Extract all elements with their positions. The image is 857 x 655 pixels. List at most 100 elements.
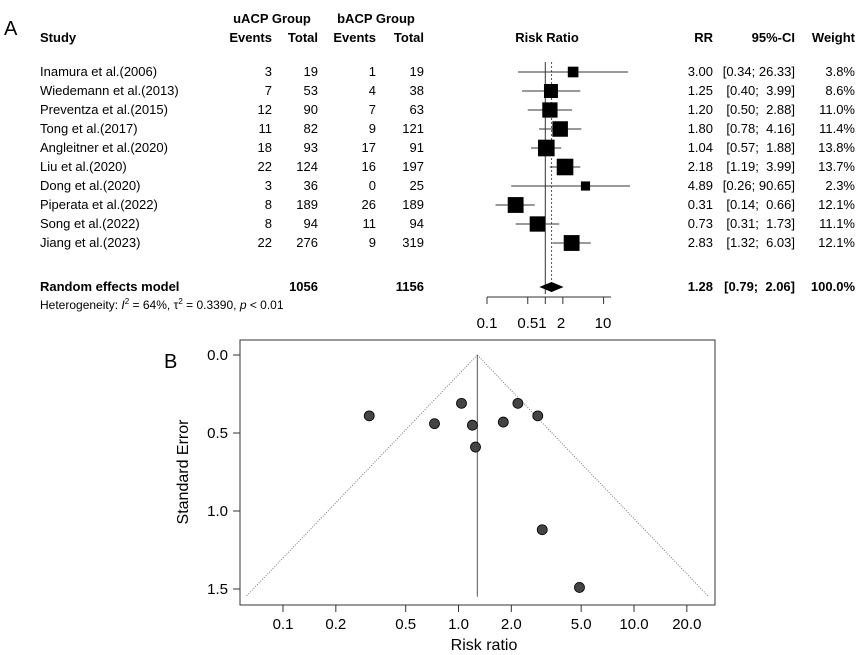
col-header-study: Study [40,30,77,45]
rr-value: 2.18 [688,159,713,174]
col-header-u-total: Total [288,30,318,45]
panel-b-letter: B [164,351,177,373]
u-events: 3 [265,64,272,79]
study-row: Piperata et al.(2022) 8 189 26 189 0.31 [0.14;… [40,197,855,212]
ci-value: [0.57; 1.88] [726,140,795,155]
col-header-weight: Weight [812,30,856,45]
funnel-guides [245,354,710,598]
u-events: 22 [258,235,272,250]
b-total: 189 [402,197,424,212]
u-total: 189 [296,197,318,212]
b-total: 19 [410,64,424,79]
weight-value: 2.3% [825,178,855,193]
forest-axis: 0.1 0.51 2 10 [477,296,611,332]
study-row: Jiang et al.(2023) 22 276 9 319 2.83 [1.32; 6.… [40,235,855,250]
funnel-x-tick-label: 1.0 [448,616,469,633]
group-header-u: uACP Group [233,11,311,26]
study-name: Tong et al.(2017) [40,121,138,136]
u-events: 3 [265,178,272,193]
funnel-y-tick-label: 1.5 [207,581,228,598]
panel-a-letter: A [4,18,18,40]
study-name: Jiang et al.(2023) [40,235,140,250]
b-total: 94 [410,216,424,231]
b-events: 9 [369,235,376,250]
funnel-study-point [512,397,524,409]
study-row: Angleitner et al.(2020) 18 93 17 91 1.04 [0.57… [40,140,855,155]
funnel-study-point [470,441,481,453]
ci-value: [0.78; 4.16] [726,121,795,136]
b-total: 319 [402,235,424,250]
summary-b-total: 1156 [396,279,424,294]
funnel-ylabel: Standard Error [175,419,192,525]
weight-value: 13.7% [818,159,855,174]
b-events: 4 [369,83,376,98]
u-events: 12 [258,102,272,117]
forest-rows: Inamura et al.(2006) 3 19 1 19 3.00 [0.34; 26.… [40,64,855,250]
funnel-left-boundary [245,354,478,598]
u-events: 18 [258,140,272,155]
weight-value: 11.4% [819,121,855,136]
funnel-study-point [574,582,585,593]
forest-axis-ticks [486,297,605,304]
b-total: 38 [410,83,424,98]
b-total: 91 [410,140,424,155]
forest-header: uACP Group bACP Group Study Events Total… [40,11,856,45]
u-events: 11 [259,121,273,136]
funnel-y-axis: 0.0 0.5 1.0 1.5 [207,347,240,598]
b-events: 17 [362,140,376,155]
u-total: 124 [296,159,318,174]
forest-plot-panel: A uACP Group bACP Group Study Events Tot… [4,11,856,332]
study-effect-square [537,139,555,157]
u-total: 276 [296,235,318,250]
rr-value: 1.80 [688,121,713,136]
b-total: 25 [410,178,424,193]
funnel-x-tick-label: 2.0 [501,616,522,633]
col-header-b-total: Total [394,30,424,45]
rr-value: 0.31 [688,197,713,212]
study-row: Inamura et al.(2006) 3 19 1 19 3.00 [0.34; 26.… [40,64,855,79]
u-total: 19 [304,64,318,79]
study-name: Wiedemann et al.(2013) [40,83,179,98]
b-events: 11 [363,216,377,231]
funnel-x-tick-label: 0.1 [273,616,294,633]
study-name: Dong et al.(2020) [40,178,140,193]
col-header-u-events: Events [229,30,272,45]
u-events: 22 [258,159,272,174]
study-effect-square [542,102,558,118]
u-total: 90 [304,102,318,117]
col-header-plot: Risk Ratio [515,30,579,45]
weight-value: 11.1% [819,216,855,231]
b-total: 197 [402,159,424,174]
rr-value: 1.25 [688,83,713,98]
study-name: Inamura et al.(2006) [40,64,157,79]
u-events: 7 [265,83,272,98]
study-effect-square [543,84,558,98]
summary-ci: [0.79; 2.06] [724,279,795,294]
u-total: 53 [304,83,318,98]
study-effect-square [529,216,545,232]
b-events: 26 [362,197,376,212]
b-events: 9 [369,121,376,136]
weight-value: 3.8% [825,64,855,79]
weight-value: 13.8% [818,140,855,155]
u-total: 94 [304,216,318,231]
ci-value: [0.34; 26.33] [723,64,795,79]
funnel-xlabel: Risk ratio [451,637,518,654]
study-effect-square [556,158,574,176]
summary-u-total: 1056 [289,279,318,294]
u-total: 93 [304,140,318,155]
study-effect-square [563,235,580,251]
ci-value: [0.14; 0.66] [726,197,795,212]
b-events: 0 [369,178,376,193]
funnel-x-tick-label: 10.0 [619,616,648,633]
group-header-b: bACP Group [337,11,415,26]
forest-tick-label: 2 [557,315,565,332]
weight-value: 8.6% [825,83,855,98]
rr-value: 4.89 [688,178,713,193]
study-row: Wiedemann et al.(2013) 7 53 4 38 1.25 [0.40; 3… [40,83,855,98]
u-total: 82 [304,121,318,136]
forest-tick-label: 0.1 [477,315,498,332]
study-row: Dong et al.(2020) 3 36 0 25 4.89 [0.26; 90.65]… [40,178,855,193]
funnel-y-tick-label: 1.0 [207,503,228,520]
